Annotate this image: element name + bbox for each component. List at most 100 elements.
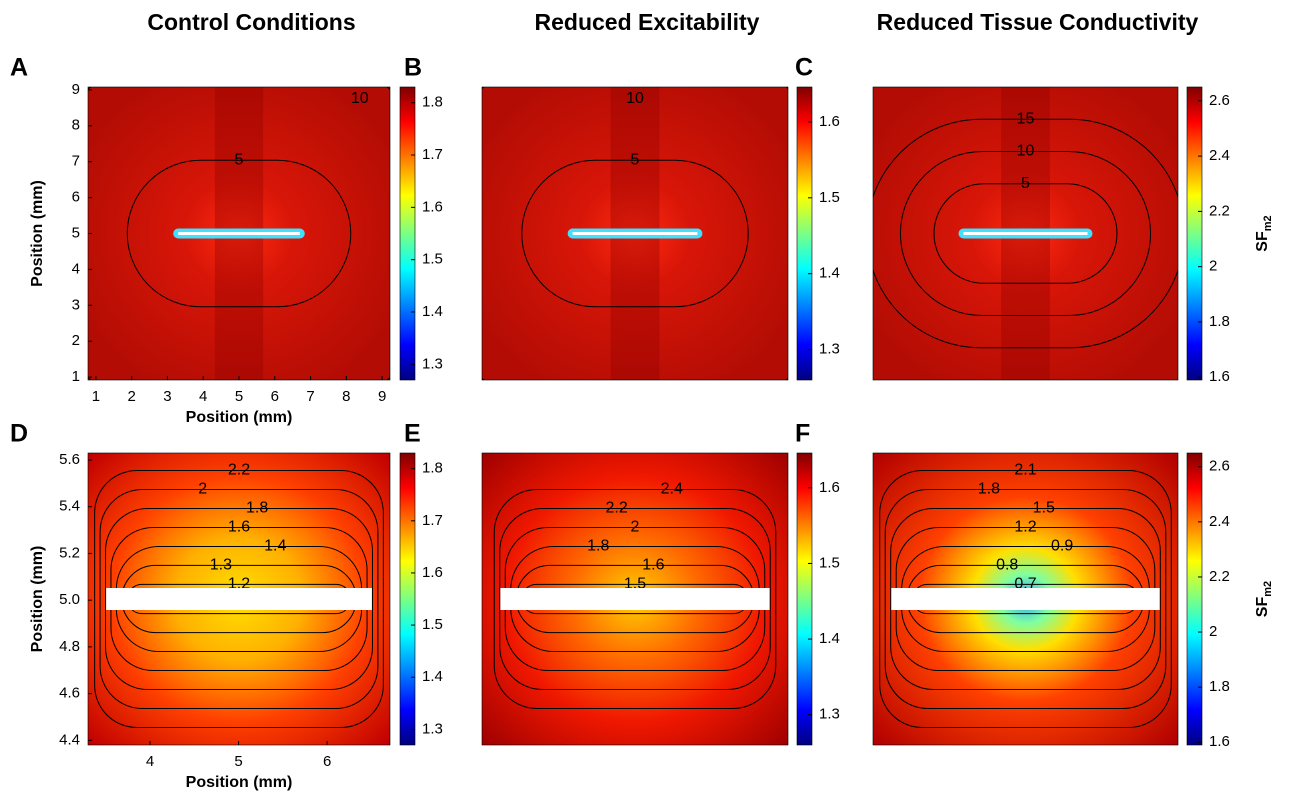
contour-label: 5 <box>631 151 640 168</box>
colorbar-tick-label: 2.2 <box>1209 568 1230 585</box>
colorbar <box>399 452 416 746</box>
colorbar-tick-label: 2 <box>1209 258 1217 275</box>
colorbar-tick-label: 1.4 <box>422 303 443 320</box>
plot-area: 10 5 <box>482 87 788 380</box>
x-tick-label: 9 <box>378 388 386 405</box>
contour-label: 1.8 <box>246 500 268 517</box>
panel: A Control Conditions 10 5 1 2 3 4 5 6 7 8 9 1 2 3 4 5 6 7 8 9… <box>10 9 443 426</box>
colorbar-tick-label: 1.8 <box>422 94 443 111</box>
y-tick-label: 1 <box>72 368 80 385</box>
contour-label: 10 <box>351 90 369 107</box>
plot-area: 10 5 <box>88 87 390 380</box>
contour-label: 1.6 <box>228 519 250 536</box>
electrode <box>500 588 770 610</box>
electrode <box>106 588 372 610</box>
contour-label: 5 <box>235 151 244 168</box>
x-tick-label: 2 <box>127 388 135 405</box>
contour-line <box>105 507 373 691</box>
panel: B Reduced Excitability 10 5 1.3 1.4 1.5 1.6 <box>404 9 840 381</box>
colorbar-tick-label: 1.8 <box>1209 678 1230 695</box>
plot-area: 2.221.81.61.41.31.2 <box>88 453 390 745</box>
colorbar <box>399 86 416 381</box>
panel-letter: C <box>795 54 813 82</box>
colorbar <box>796 86 813 381</box>
panel-letter: F <box>795 420 810 448</box>
x-tick-label: 1 <box>92 388 100 405</box>
y-tick-label: 3 <box>72 296 80 313</box>
contour-line <box>933 183 1118 284</box>
plot-area: 15 10 5 <box>873 87 1178 380</box>
colorbar <box>1186 452 1203 746</box>
contour-line <box>493 489 777 709</box>
colorbar-tick-label: 1.4 <box>819 630 840 647</box>
x-tick-label: 6 <box>323 753 331 770</box>
colorbar-label-sub: m2 <box>1262 581 1274 597</box>
electrode <box>572 232 698 235</box>
contour-label: 2.1 <box>1014 462 1036 479</box>
y-tick-label: 5.6 <box>59 451 80 468</box>
contour-line <box>126 159 352 308</box>
plot-area: 2.42.221.81.61.5 <box>482 453 788 745</box>
panel: D2.221.81.61.41.31.24 5 64.44.64.85.05.25.… <box>10 420 443 792</box>
x-tick-label: 5 <box>235 388 243 405</box>
contour-label: 1.8 <box>587 538 609 555</box>
colorbar-tick-label: 1.3 <box>422 355 443 372</box>
colorbar <box>796 452 813 746</box>
contour-label: 1.3 <box>210 557 232 574</box>
y-tick-label: 2 <box>72 332 80 349</box>
contour-label: 1.8 <box>978 481 1000 498</box>
x-tick-label: 5 <box>234 753 242 770</box>
column-title: Control Conditions <box>147 9 355 35</box>
colorbar-tick-label: 1.4 <box>422 668 443 685</box>
colorbar-tick-label: 1.5 <box>819 189 840 206</box>
colorbar-tick-label: 1.5 <box>422 616 443 633</box>
contour-label: 1.5 <box>1033 500 1055 517</box>
electrode <box>891 588 1160 610</box>
panel-letter: B <box>404 54 422 82</box>
colorbar-tick-label: 2.2 <box>1209 202 1230 219</box>
plot-frame <box>481 86 789 381</box>
panel: F2.11.81.51.20.90.80.71.61.822.22.42.6SF… <box>795 420 1274 751</box>
colorbar-tick-label: 1.3 <box>819 706 840 723</box>
plot-area: 2.11.81.51.20.90.80.7 <box>873 453 1178 745</box>
column-title: Reduced Excitability <box>535 9 760 35</box>
contour-label: 1.6 <box>642 557 664 574</box>
y-tick-label: 5.0 <box>59 591 80 608</box>
panel: E 2.4 2.22 1.8 1.6 1.5 1.3 1.4 1.5 1.6 <box>404 420 840 746</box>
colorbar-tick-label: 1.6 <box>819 113 840 130</box>
plot-frame <box>872 452 1179 746</box>
colorbar-tick-label: 2.4 <box>1209 513 1230 530</box>
colorbar-tick-label: 1.6 <box>1209 733 1230 750</box>
colorbar <box>1186 86 1203 381</box>
y-tick-label: 9 <box>72 81 80 98</box>
column-title: Reduced Tissue Conductivity <box>877 9 1199 35</box>
x-tick-label: 3 <box>163 388 171 405</box>
y-tick-label: 4 <box>72 260 80 277</box>
colorbar-tick-label: 1.6 <box>422 198 443 215</box>
contour-label: 2.4 <box>661 481 683 498</box>
y-axis-label: Position (mm) <box>29 546 46 653</box>
colorbar-tick-label: 1.8 <box>1209 313 1230 330</box>
contour-label: 0.8 <box>996 557 1018 574</box>
y-tick-label: 5 <box>72 224 80 241</box>
contour-line <box>99 489 379 709</box>
colorbar-label-sub: m2 <box>1262 215 1274 231</box>
colorbar-tick-label: 1.3 <box>422 720 443 737</box>
colorbar-tick-label: 1.6 <box>819 479 840 496</box>
contour-line <box>521 159 749 308</box>
x-tick-label: 7 <box>306 388 314 405</box>
contour-label: 1.2 <box>1014 519 1036 536</box>
x-axis-label: Position (mm) <box>186 409 293 426</box>
contour-label: 15 <box>1017 110 1035 127</box>
panel-letter: E <box>404 420 421 448</box>
colorbar-tick-label: 1.7 <box>422 146 443 163</box>
colorbar-label: SFm2 <box>1254 581 1274 617</box>
plot-frame <box>481 452 789 746</box>
contour-line <box>899 150 1152 317</box>
colorbar-tick-label: 1.4 <box>819 265 840 282</box>
x-tick-label: 4 <box>146 753 154 770</box>
contour-label: 10 <box>1017 143 1035 160</box>
colorbar-tick-label: 1.6 <box>422 564 443 581</box>
colorbar-tick-label: 2.6 <box>1209 458 1230 475</box>
